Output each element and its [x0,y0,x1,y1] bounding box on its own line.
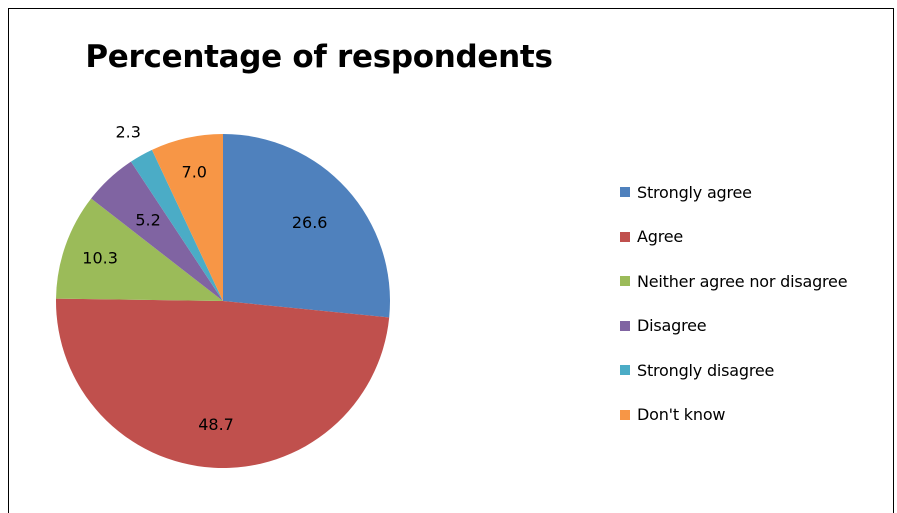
legend-label: Disagree [637,316,706,335]
legend-label: Strongly agree [637,183,752,202]
data-label-strongly-agree: 26.6 [292,213,328,232]
legend: Strongly agree Agree Neither agree nor d… [620,181,897,448]
legend-swatch [620,276,630,286]
pie-chart: 26.6 48.7 10.3 5.2 2.3 7.0 [9,9,609,506]
data-label-agree: 48.7 [198,415,234,434]
legend-item-strongly-disagree: Strongly disagree [620,359,897,381]
legend-swatch [620,410,630,420]
legend-item-strongly-agree: Strongly agree [620,181,897,203]
data-label-disagree: 5.2 [135,211,160,230]
legend-swatch [620,365,630,375]
legend-item-neither: Neither agree nor disagree [620,270,897,292]
legend-swatch [620,321,630,331]
data-label-strongly-disagree: 2.3 [115,123,140,142]
legend-label: Neither agree nor disagree [637,272,847,291]
legend-item-disagree: Disagree [620,315,897,337]
legend-item-dont-know: Don't know [620,404,897,426]
data-label-neither-agree-nor-disagree: 10.3 [82,248,118,267]
chart-area: Percentage of respondents 26.6 48.7 10.3 5.… [8,8,894,513]
legend-label: Agree [637,227,683,246]
legend-swatch [620,232,630,242]
data-label-don-t-know: 7.0 [182,163,207,182]
legend-item-agree: Agree [620,226,897,248]
legend-label: Strongly disagree [637,361,774,380]
legend-swatch [620,187,630,197]
legend-label: Don't know [637,405,725,424]
pie-slice-agree [56,299,389,468]
